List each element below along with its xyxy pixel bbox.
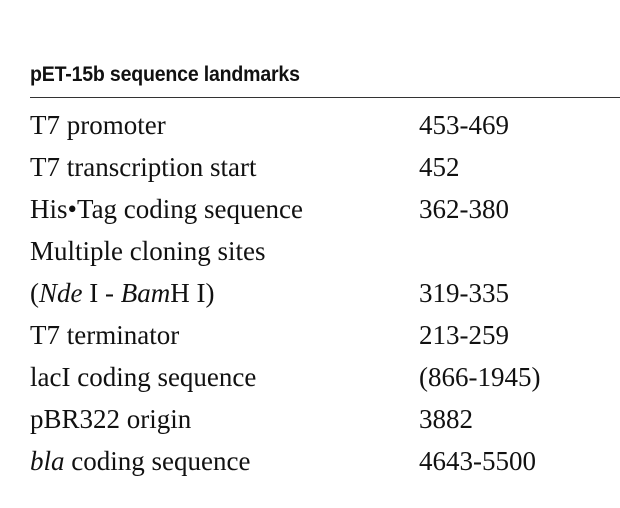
row-value: 452 <box>419 152 460 182</box>
label-part: H I) <box>170 278 215 308</box>
label-part: ( <box>30 278 39 308</box>
landmarks-table: pET-15b sequence landmarks T7 promoter 4… <box>30 62 620 482</box>
label-part: I - <box>82 278 121 308</box>
row-value: 4643-5500 <box>419 446 536 476</box>
row-label: bla coding sequence <box>30 440 250 482</box>
row-label: Multiple cloning sites <box>30 236 266 266</box>
table-row: pBR322 origin 3882 <box>30 398 620 440</box>
row-label: (Nde I - BamH I) <box>30 272 214 314</box>
row-value: 319-335 <box>419 278 509 308</box>
row-label: His•Tag coding sequence <box>30 194 303 224</box>
title-divider <box>30 97 620 98</box>
row-value: 453-469 <box>419 110 509 140</box>
table-row: T7 terminator 213-259 <box>30 314 620 356</box>
row-label: T7 promoter <box>30 110 166 140</box>
table-title: pET-15b sequence landmarks <box>30 63 300 86</box>
table-row: Multiple cloning sites <box>30 230 620 272</box>
row-value: 3882 <box>419 404 473 434</box>
row-value: 362-380 <box>419 194 509 224</box>
table-row: His•Tag coding sequence 362-380 <box>30 188 620 230</box>
row-label: T7 transcription start <box>30 152 257 182</box>
row-value: 213-259 <box>419 320 509 350</box>
row-value: (866-1945) <box>419 362 541 392</box>
label-part-italic: Nde <box>39 278 83 308</box>
label-part-italic: bla <box>30 446 65 476</box>
table-row: T7 transcription start 452 <box>30 146 620 188</box>
row-label: lacI coding sequence <box>30 362 257 392</box>
label-part: coding sequence <box>64 446 251 476</box>
table-row: T7 promoter 453-469 <box>30 104 620 146</box>
table-row: lacI coding sequence (866-1945) <box>30 356 620 398</box>
row-label: pBR322 origin <box>30 404 192 434</box>
row-label: T7 terminator <box>30 320 180 350</box>
table-body: T7 promoter 453-469 T7 transcription sta… <box>30 104 620 482</box>
table-row: (Nde I - BamH I) 319-335 <box>30 272 620 314</box>
table-row: bla coding sequence 4643-5500 <box>30 440 620 482</box>
label-part-italic: Bam <box>120 278 171 308</box>
